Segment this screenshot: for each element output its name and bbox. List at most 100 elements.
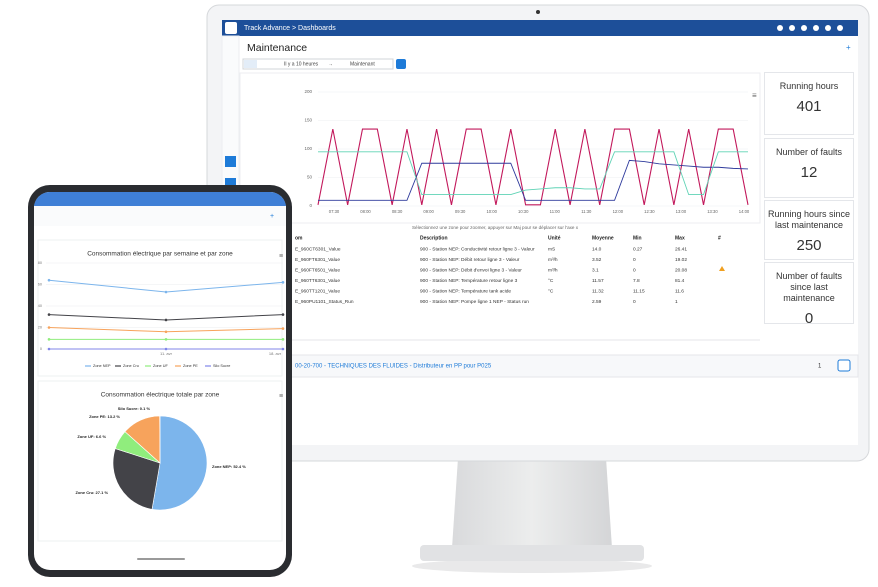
point [281,281,285,284]
table-cell: 2.59 [592,299,602,305]
add-button[interactable]: + [846,43,851,52]
legend-label: Zone NEP [93,364,111,368]
point [281,327,285,330]
x-tick-label: 12:00 [613,209,624,214]
kpi-value: 250 [796,237,822,254]
footer-link[interactable]: 00-20-700 - TECHNIQUES DES FLUIDES - Dis… [295,364,492,370]
kpi-label: Number of faults [775,147,843,157]
point [164,338,168,341]
legend-label: Silo Sucre [213,364,230,368]
table-cell: 0 [633,257,636,263]
table-cell: E_960FT6301_Value [295,257,340,263]
table-cell: °C [548,278,554,284]
x-tick-label: 12:30 [644,209,655,214]
phone-toolbar [34,206,286,226]
point [164,330,168,334]
table-cell: E_960PU1101_Status_Run [295,299,354,305]
table-cell: E_960FT6501_Value [295,267,340,273]
chart-panel [239,72,761,224]
camera [536,10,540,14]
y-tick-label: 80 [38,261,42,265]
top-bar [222,20,858,36]
table-cell: 900 - Station NEP: Débit d'envoi ligne 3… [420,267,522,273]
point [164,318,168,322]
y-tick-label: 0 [309,203,312,208]
table-cell: 900 - Station NEP: Débit retour ligne 3 … [420,257,520,263]
warning-icon [719,266,725,271]
table-cell: 20.08 [675,267,687,273]
table-cell: E_960TT6301_Value [295,278,340,284]
y-tick-label: 20 [38,326,42,330]
sidebar-icon[interactable] [225,156,236,167]
table-cell: 0.27 [633,246,643,252]
chart-menu[interactable]: ≡ [752,91,757,100]
x-tick-label: 10:30 [518,209,529,214]
phone-status-bar [34,191,286,206]
kpi-label: Number of faults since last maintenance [775,271,843,303]
logo [225,22,237,34]
point [47,278,51,282]
phone-chart-menu[interactable]: ≡ [279,253,283,260]
time-to: Maintenant [350,61,375,67]
x-tick-label: 10:00 [486,209,497,214]
x-tick-label: 09:30 [455,209,466,214]
table-cell: m³/h [548,257,558,263]
shadow [412,559,652,573]
x-tick-label: 08:00 [360,209,371,214]
x-tick-label: 08:30 [392,209,403,214]
slice-label: Zone Cru: 27.1 % [76,490,109,495]
x-tick-label: 11. avr [160,351,173,356]
y-tick-label: 100 [304,146,312,151]
y-tick-label: 0 [40,347,42,351]
kpi-value: 401 [796,98,822,115]
table-cell: 900 - Station NEP: Pompe ligne 1 NEP - S… [420,299,529,305]
table-cell: 14.0 [592,246,602,252]
pie-slice [112,448,161,510]
point [164,347,168,351]
phone-line-chart: Consommation électrique par semaine et p… [38,251,285,368]
kpi-card: Number of faults 12 [764,138,854,198]
table-header: Min [633,235,642,241]
phone-add[interactable]: + [270,213,274,220]
y-tick-label: 60 [38,283,42,287]
slice-label: Zone UF: 6.6 % [77,434,106,439]
kpi-card: Number of faults since last maintenance 0 [764,262,854,324]
table-cell: 900 - Station NEP: Température tank acid… [420,288,511,294]
point [47,313,51,316]
time-range[interactable] [242,58,394,70]
legend-label: Zone Cru [123,364,139,368]
pie-slice [151,415,208,511]
table-cell: 1 [675,299,678,305]
y-tick-label: 40 [38,304,42,308]
refresh-button[interactable] [396,59,406,69]
table-cell: 26.41 [675,246,687,252]
legend-label: Zone PE [183,364,198,368]
chart-hint: Sélectionnez une zone pour zoomer, appuy… [412,225,579,230]
table-cell: 0 [633,267,636,273]
x-tick-label: 09:00 [423,209,434,214]
calendar-icon[interactable] [244,60,257,68]
view-toggle[interactable] [837,359,851,372]
table-cell: 11.15 [633,288,645,294]
time-from: Il y a 10 heures [284,61,319,67]
chart-title: Consommation électrique par semaine et p… [87,251,233,258]
top-icons [777,25,843,31]
series-line [318,159,749,201]
table-cell: mS [548,246,555,252]
phone-pie-chart: Consommation électrique totale par zone Z… [76,392,246,511]
kpi-value: 0 [804,310,814,324]
x-tick-label: 18. avr [269,351,282,356]
kpi-label: Running hours since last maintenance [767,209,851,230]
kpi-card: Running hours 401 [764,72,854,135]
phone-chart-menu[interactable]: ≡ [279,393,283,400]
sidebar-icon[interactable] [225,178,236,187]
table-cell: 3.52 [592,257,602,263]
stand [452,458,612,548]
x-tick-label: 07:30 [329,209,340,214]
table-cell: 7.8 [633,278,640,284]
table-cell: 0 [633,299,636,305]
table-cell: 3.1 [592,267,599,273]
x-tick-label: 14:00 [739,209,750,214]
